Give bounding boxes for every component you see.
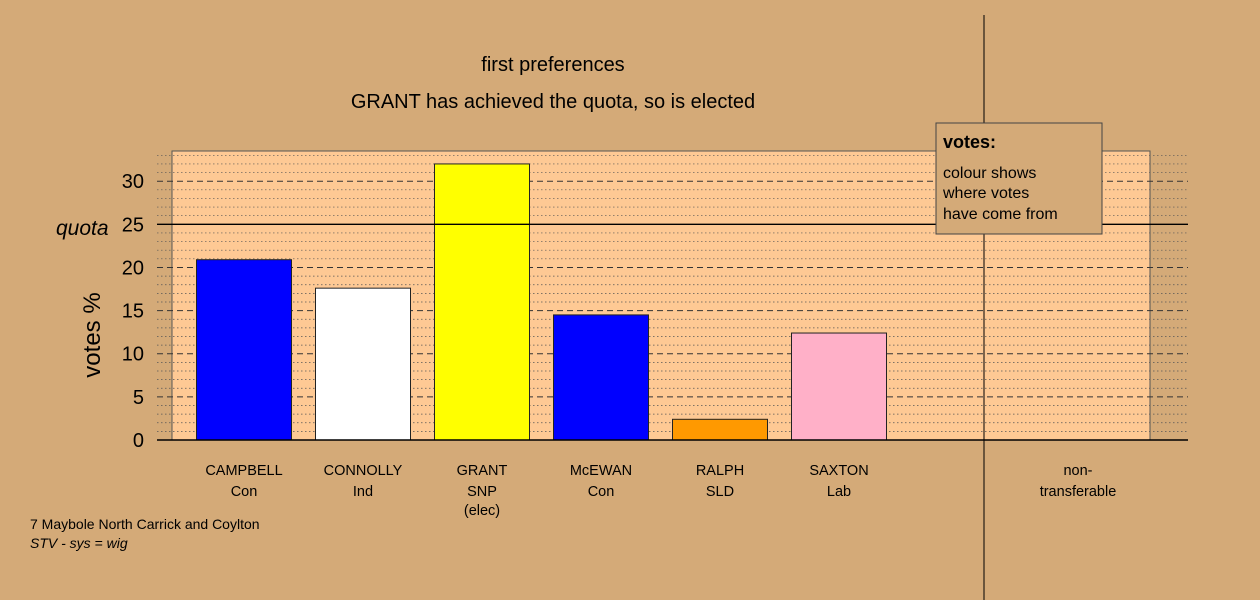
quota-label: quota [56, 217, 109, 240]
bar-ralph [672, 418, 768, 441]
legend-box [935, 122, 1103, 235]
chart-title: first preferences [481, 54, 624, 76]
candidate-name: CONNOLLY [324, 463, 403, 479]
y-tick-label: 20 [122, 257, 144, 279]
bar-saxton [791, 332, 887, 441]
legend: votes: colour shows where votes have com… [935, 122, 1103, 235]
footer-system: STV - sys = wig [30, 535, 128, 551]
candidate-party: Con [231, 484, 258, 500]
candidate-status: (elec) [464, 503, 500, 519]
nontransferable-label: non- [1063, 463, 1092, 479]
candidate-name: RALPH [696, 463, 744, 479]
category-labels: CAMPBELL Con CONNOLLY Ind GRANT SNP (elec) McEW… [205, 463, 868, 519]
legend-line: colour shows [943, 165, 1036, 182]
footer-ward: 7 Maybole North Carrick and Coylton [30, 516, 260, 532]
y-tick-label: 25 [122, 214, 144, 236]
chart-subtitle: GRANT has achieved the quota, so is elec… [351, 91, 755, 113]
y-tick-label: 30 [122, 171, 144, 193]
candidate-party: SNP [467, 484, 497, 500]
candidate-name: McEWAN [570, 463, 632, 479]
candidate-party: Lab [827, 484, 851, 500]
bar-connolly [315, 287, 411, 441]
candidate-party: SLD [706, 484, 734, 500]
legend-title: votes: [943, 132, 996, 152]
candidate-name: GRANT [457, 463, 508, 479]
legend-line: where votes [942, 185, 1029, 202]
y-tick-label: 0 [133, 430, 144, 452]
bar-grant [434, 163, 530, 441]
candidate-name: CAMPBELL [205, 463, 282, 479]
y-axis-label: votes % [79, 292, 106, 377]
bar-mcewan [553, 314, 649, 441]
candidate-name: SAXTON [809, 463, 868, 479]
y-tick-label: 15 [122, 301, 144, 323]
bar-campbell [196, 259, 292, 441]
y-tick-label: 5 [133, 387, 144, 409]
legend-line: have come from [943, 206, 1058, 223]
bars [196, 163, 887, 441]
candidate-party: Con [588, 484, 615, 500]
candidate-party: Ind [353, 484, 373, 500]
nontransferable-label: transferable [1040, 484, 1117, 500]
y-tick-label: 10 [122, 344, 144, 366]
